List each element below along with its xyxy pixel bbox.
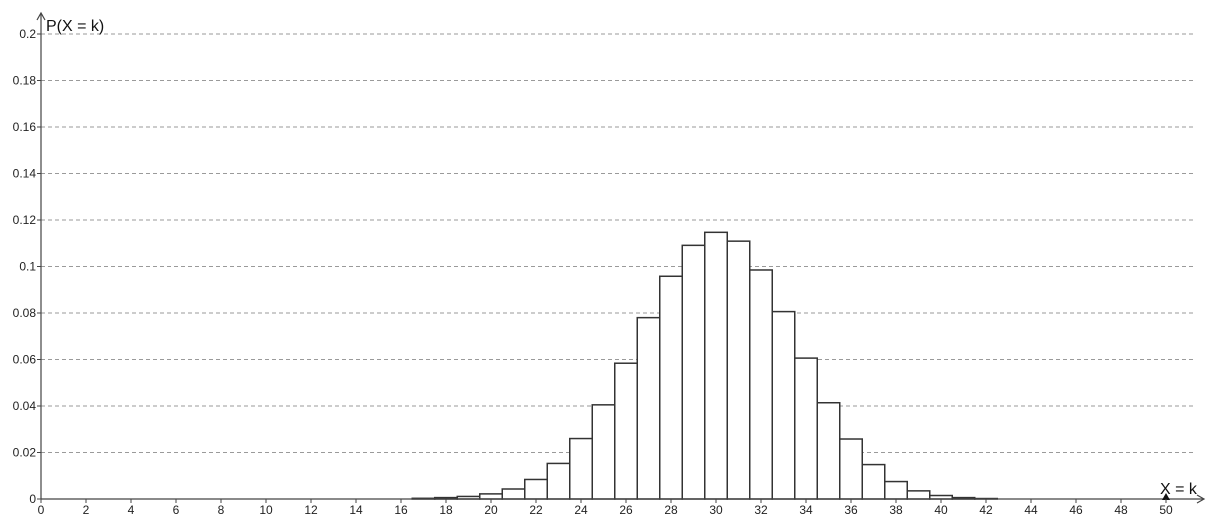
bar [591, 404, 616, 500]
axes [36, 11, 1206, 504]
bar [614, 362, 638, 500]
y-tick-label: 0.14 [13, 167, 37, 181]
x-tick-label: 30 [709, 503, 723, 517]
x-tick-label: 2 [83, 503, 90, 517]
bar [906, 490, 931, 500]
x-tick-label: 0 [38, 503, 45, 517]
x-tick-label: 46 [1069, 503, 1083, 517]
x-tick-label: 12 [304, 503, 318, 517]
bar [839, 438, 863, 500]
x-tick-label: 4 [128, 503, 135, 517]
x-tick-label: 16 [394, 503, 408, 517]
x-axis-title: X = k [1160, 481, 1198, 498]
bar [816, 401, 841, 500]
x-tick-label: 34 [799, 503, 813, 517]
bar [546, 462, 571, 500]
x-tick-label: 42 [979, 503, 993, 517]
x-tick-label: 24 [574, 503, 588, 517]
y-tick-label: 0.18 [13, 74, 37, 88]
bars [411, 231, 998, 500]
bar [501, 488, 526, 500]
y-axis-title: P(X = k) [46, 18, 104, 35]
y-ticks: 0 0.02 0.04 0.06 0.08 0.1 0.12 0.14 0.16 0.18 0.2 [13, 27, 41, 506]
bar [771, 310, 796, 500]
bar [569, 437, 593, 500]
x-tick-label: 28 [664, 503, 678, 517]
x-tick-label: 44 [1024, 503, 1038, 517]
bar [636, 316, 661, 500]
x-tick-label: 10 [259, 503, 273, 517]
bar [704, 231, 728, 500]
bar [524, 478, 548, 500]
x-tick-label: 50 [1159, 503, 1173, 517]
y-tick-label: 0.06 [13, 353, 37, 367]
x-tick-label: 22 [529, 503, 543, 517]
y-tick-label: 0.02 [13, 446, 37, 460]
x-tick-label: 14 [349, 503, 363, 517]
bar [749, 269, 773, 500]
y-tick-label: 0.16 [13, 120, 37, 134]
grid-lines [41, 33, 1196, 453]
bar [884, 480, 908, 500]
x-ticks: 0 2 4 6 8 10 12 14 16 18 20 22 24 26 28 30 32 34 36 38 40 42 4… [38, 499, 1173, 517]
x-tick-label: 18 [439, 503, 453, 517]
x-tick-label: 26 [619, 503, 633, 517]
x-axis-arrow [1196, 494, 1206, 504]
bar [726, 240, 751, 500]
x-tick-label: 40 [934, 503, 948, 517]
y-tick-label: 0.2 [19, 27, 36, 41]
x-tick-label: 6 [173, 503, 180, 517]
y-tick-label: 0.04 [13, 399, 37, 413]
y-tick-label: 0.1 [19, 260, 36, 274]
x-tick-label: 20 [484, 503, 498, 517]
bar [681, 244, 706, 500]
y-tick-label: 0.12 [13, 213, 37, 227]
x-tick-label: 38 [889, 503, 903, 517]
bar [861, 463, 886, 500]
y-axis-arrow [36, 11, 46, 21]
x-tick-label: 32 [754, 503, 768, 517]
y-tick-label: 0.08 [13, 306, 37, 320]
x-tick-label: 48 [1114, 503, 1128, 517]
x-tick-label: 36 [844, 503, 858, 517]
bar [479, 493, 503, 500]
bar [659, 275, 683, 500]
y-tick-label: 0 [29, 492, 36, 506]
x-tick-label: 8 [218, 503, 225, 517]
x-axis-end-marker [1162, 493, 1170, 500]
bar [794, 357, 818, 500]
